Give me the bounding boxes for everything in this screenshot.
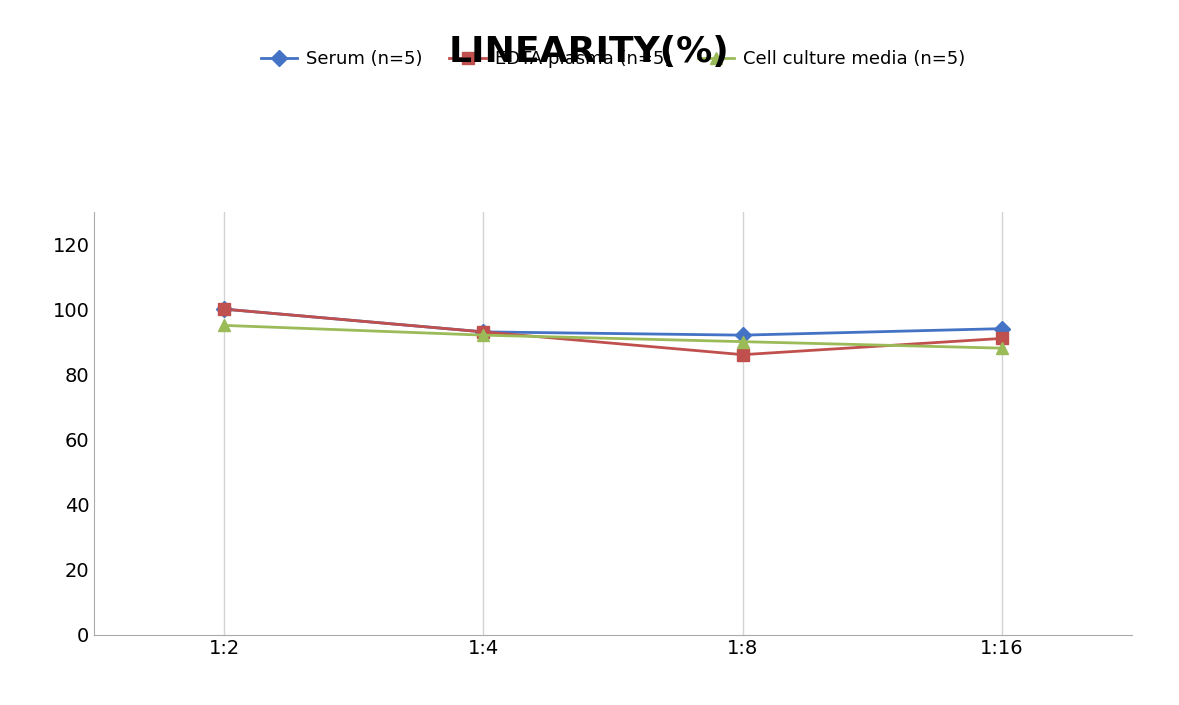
Serum (n=5): [217, 305, 231, 313]
Serum (n=5): [736, 331, 750, 339]
Line: Serum (n=5): Serum (n=5): [218, 304, 1008, 341]
Text: LINEARITY(%): LINEARITY(%): [449, 35, 730, 69]
Cell culture media (n=5): [476, 331, 490, 339]
EDTA plasma (n=5): [995, 334, 1009, 343]
Line: Cell culture media (n=5): Cell culture media (n=5): [218, 320, 1008, 354]
EDTA plasma (n=5): [736, 350, 750, 359]
Cell culture media (n=5): [217, 321, 231, 330]
EDTA plasma (n=5): [476, 328, 490, 336]
Serum (n=5): [476, 328, 490, 336]
Cell culture media (n=5): [995, 344, 1009, 352]
Legend: Serum (n=5), EDTA plasma (n=5), Cell culture media (n=5): Serum (n=5), EDTA plasma (n=5), Cell cul…: [253, 43, 973, 75]
EDTA plasma (n=5): [217, 305, 231, 313]
Cell culture media (n=5): [736, 338, 750, 346]
Line: EDTA plasma (n=5): EDTA plasma (n=5): [218, 304, 1008, 360]
Serum (n=5): [995, 324, 1009, 333]
